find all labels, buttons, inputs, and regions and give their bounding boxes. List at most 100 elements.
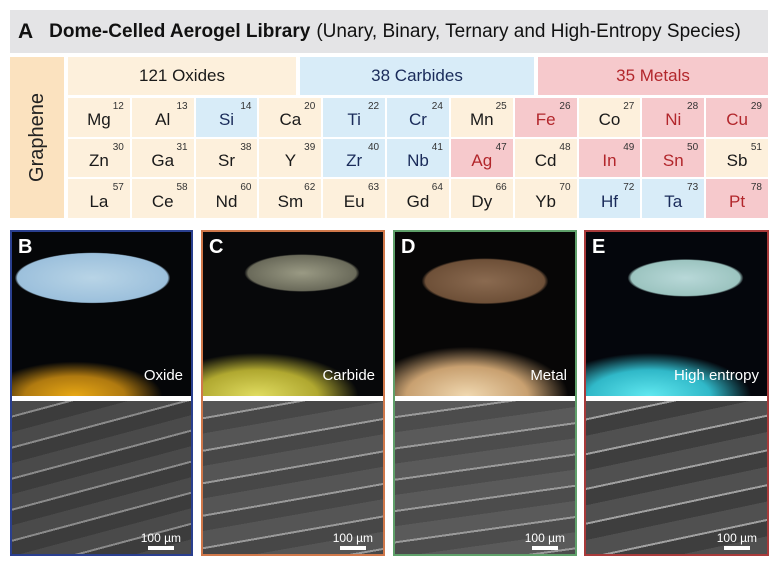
atomic-number: 25 (495, 101, 507, 112)
atomic-number: 13 (176, 101, 188, 112)
graphene-label-column: Graphene (10, 57, 64, 218)
element-symbol: Fe (535, 110, 556, 130)
element-symbol: Yb (535, 191, 557, 211)
element-symbol: Ce (151, 191, 174, 211)
carbide-scale-bar: 100 µm (333, 531, 373, 550)
panel-letter-a: A (18, 19, 34, 43)
carbide-caption: Carbide (322, 367, 375, 384)
metal-scale-bar: 100 µm (525, 531, 565, 550)
element-cell-yb: Yb 70 (514, 179, 577, 218)
atomic-number: 50 (687, 141, 699, 153)
atomic-number: 40 (367, 141, 380, 153)
element-cell-ni: Ni 28 (642, 98, 705, 137)
panel-oxide: B Oxide 100 µm (10, 230, 193, 556)
atomic-number: 20 (304, 101, 316, 112)
atomic-number: 73 (687, 182, 699, 194)
element-cell-eu: Eu 63 (323, 179, 386, 218)
element-symbol: Sm (277, 191, 304, 211)
atomic-number: 47 (495, 141, 507, 153)
element-symbol: Cu (726, 110, 748, 130)
carbide-photo (203, 232, 383, 396)
metal-photo (395, 232, 575, 396)
figure-title-bar: A Dome-Celled Aerogel Library (Unary, Bi… (10, 10, 768, 53)
panel-letter-b: B (18, 236, 33, 258)
atomic-number: 30 (112, 141, 124, 153)
element-cell-ag: Ag 47 (450, 138, 513, 178)
element-cell-pt: Pt 78 (706, 179, 768, 218)
panel-letter-d: D (401, 236, 416, 258)
element-symbol: Sr (218, 150, 236, 170)
element-symbol: Hf (600, 191, 618, 211)
atomic-number: 64 (431, 182, 443, 194)
atomic-number: 57 (112, 182, 124, 194)
atomic-number: 28 (687, 101, 699, 112)
atomic-number: 22 (367, 101, 380, 112)
element-symbol: Ag (471, 150, 493, 170)
panel-carbide: C Carbide 100 µm (201, 230, 385, 556)
element-symbol: Nd (215, 191, 238, 211)
category-metals: 35 Metals (538, 57, 768, 95)
element-cell-nd: Nd 60 (195, 179, 258, 218)
atomic-number: 27 (623, 101, 635, 112)
element-cell-al: Al 13 (131, 98, 194, 137)
element-cell-mg: Mg 12 (68, 98, 130, 137)
element-cell-ga: Ga 31 (131, 138, 194, 178)
element-cell-cr: Cr 24 (387, 98, 449, 137)
element-cell-hf: Hf 72 (578, 179, 641, 218)
atomic-number: 31 (176, 141, 188, 153)
atomic-number: 12 (112, 101, 124, 112)
atomic-number: 62 (304, 182, 316, 194)
high-entropy-sem-image (586, 401, 767, 554)
element-symbol: Y (284, 150, 297, 170)
atomic-number: 78 (750, 182, 762, 194)
metal-caption: Metal (530, 367, 567, 384)
element-symbol: Sn (662, 150, 684, 170)
element-cell-y: Y 39 (259, 138, 322, 178)
element-cell-sb: Sb 51 (706, 138, 768, 178)
element-symbol: Ga (151, 150, 175, 170)
element-symbol: Ta (664, 191, 683, 211)
atomic-number: 49 (623, 141, 635, 153)
element-symbol: Nb (407, 150, 429, 170)
oxide-sem-image (12, 401, 191, 554)
element-cell-cu: Cu 29 (706, 98, 768, 137)
element-cell-in: In 49 (578, 138, 641, 178)
element-cell-gd: Gd 64 (387, 179, 449, 218)
category-carbides: 38 Carbides (300, 57, 534, 95)
atomic-number: 58 (176, 182, 188, 194)
oxide-photo (12, 232, 191, 396)
element-symbol: Al (155, 110, 171, 130)
graphene-label: Graphene (25, 93, 48, 182)
element-cell-zn: Zn 30 (68, 138, 130, 178)
element-cell-ce: Ce 58 (131, 179, 194, 218)
element-cell-mn: Mn 25 (450, 98, 513, 137)
element-cell-nb: Nb 41 (387, 138, 449, 178)
element-symbol: Gd (406, 191, 430, 211)
figure-subtitle: (Unary, Binary, Ternary and High-Entropy… (316, 20, 741, 42)
element-symbol: Ni (665, 110, 682, 130)
high-entropy-scale-bar: 100 µm (717, 531, 757, 550)
atomic-number: 70 (559, 182, 571, 194)
element-cell-dy: Dy 66 (450, 179, 513, 218)
element-cell-sn: Sn 50 (642, 138, 705, 178)
atomic-number: 24 (431, 101, 443, 112)
element-grid: Mg 12 Al 13 Si 14 Ca 20 Ti 22 Cr 24 Mn 25 Fe 26 Co 27 Ni 28… (68, 98, 768, 218)
atomic-number: 26 (559, 101, 571, 112)
category-oxides: 121 Oxides (68, 57, 296, 95)
element-symbol: In (602, 150, 617, 170)
atomic-number: 63 (367, 182, 380, 194)
element-symbol: Eu (343, 191, 365, 211)
atomic-number: 60 (240, 182, 252, 194)
element-cell-fe: Fe 26 (514, 98, 577, 137)
element-cell-co: Co 27 (578, 98, 641, 137)
figure-title: Dome-Celled Aerogel Library (49, 20, 311, 42)
element-cell-ta: Ta 73 (642, 179, 705, 218)
panel-letter-e: E (592, 236, 606, 258)
atomic-number: 72 (623, 182, 635, 194)
atomic-number: 14 (240, 101, 252, 112)
element-symbol: Zn (88, 150, 109, 170)
panel-high-entropy: E High entropy 100 µm (584, 230, 769, 556)
oxide-scale-bar: 100 µm (141, 531, 181, 550)
element-cell-ti: Ti 22 (323, 98, 386, 137)
element-symbol: Pt (729, 191, 746, 211)
